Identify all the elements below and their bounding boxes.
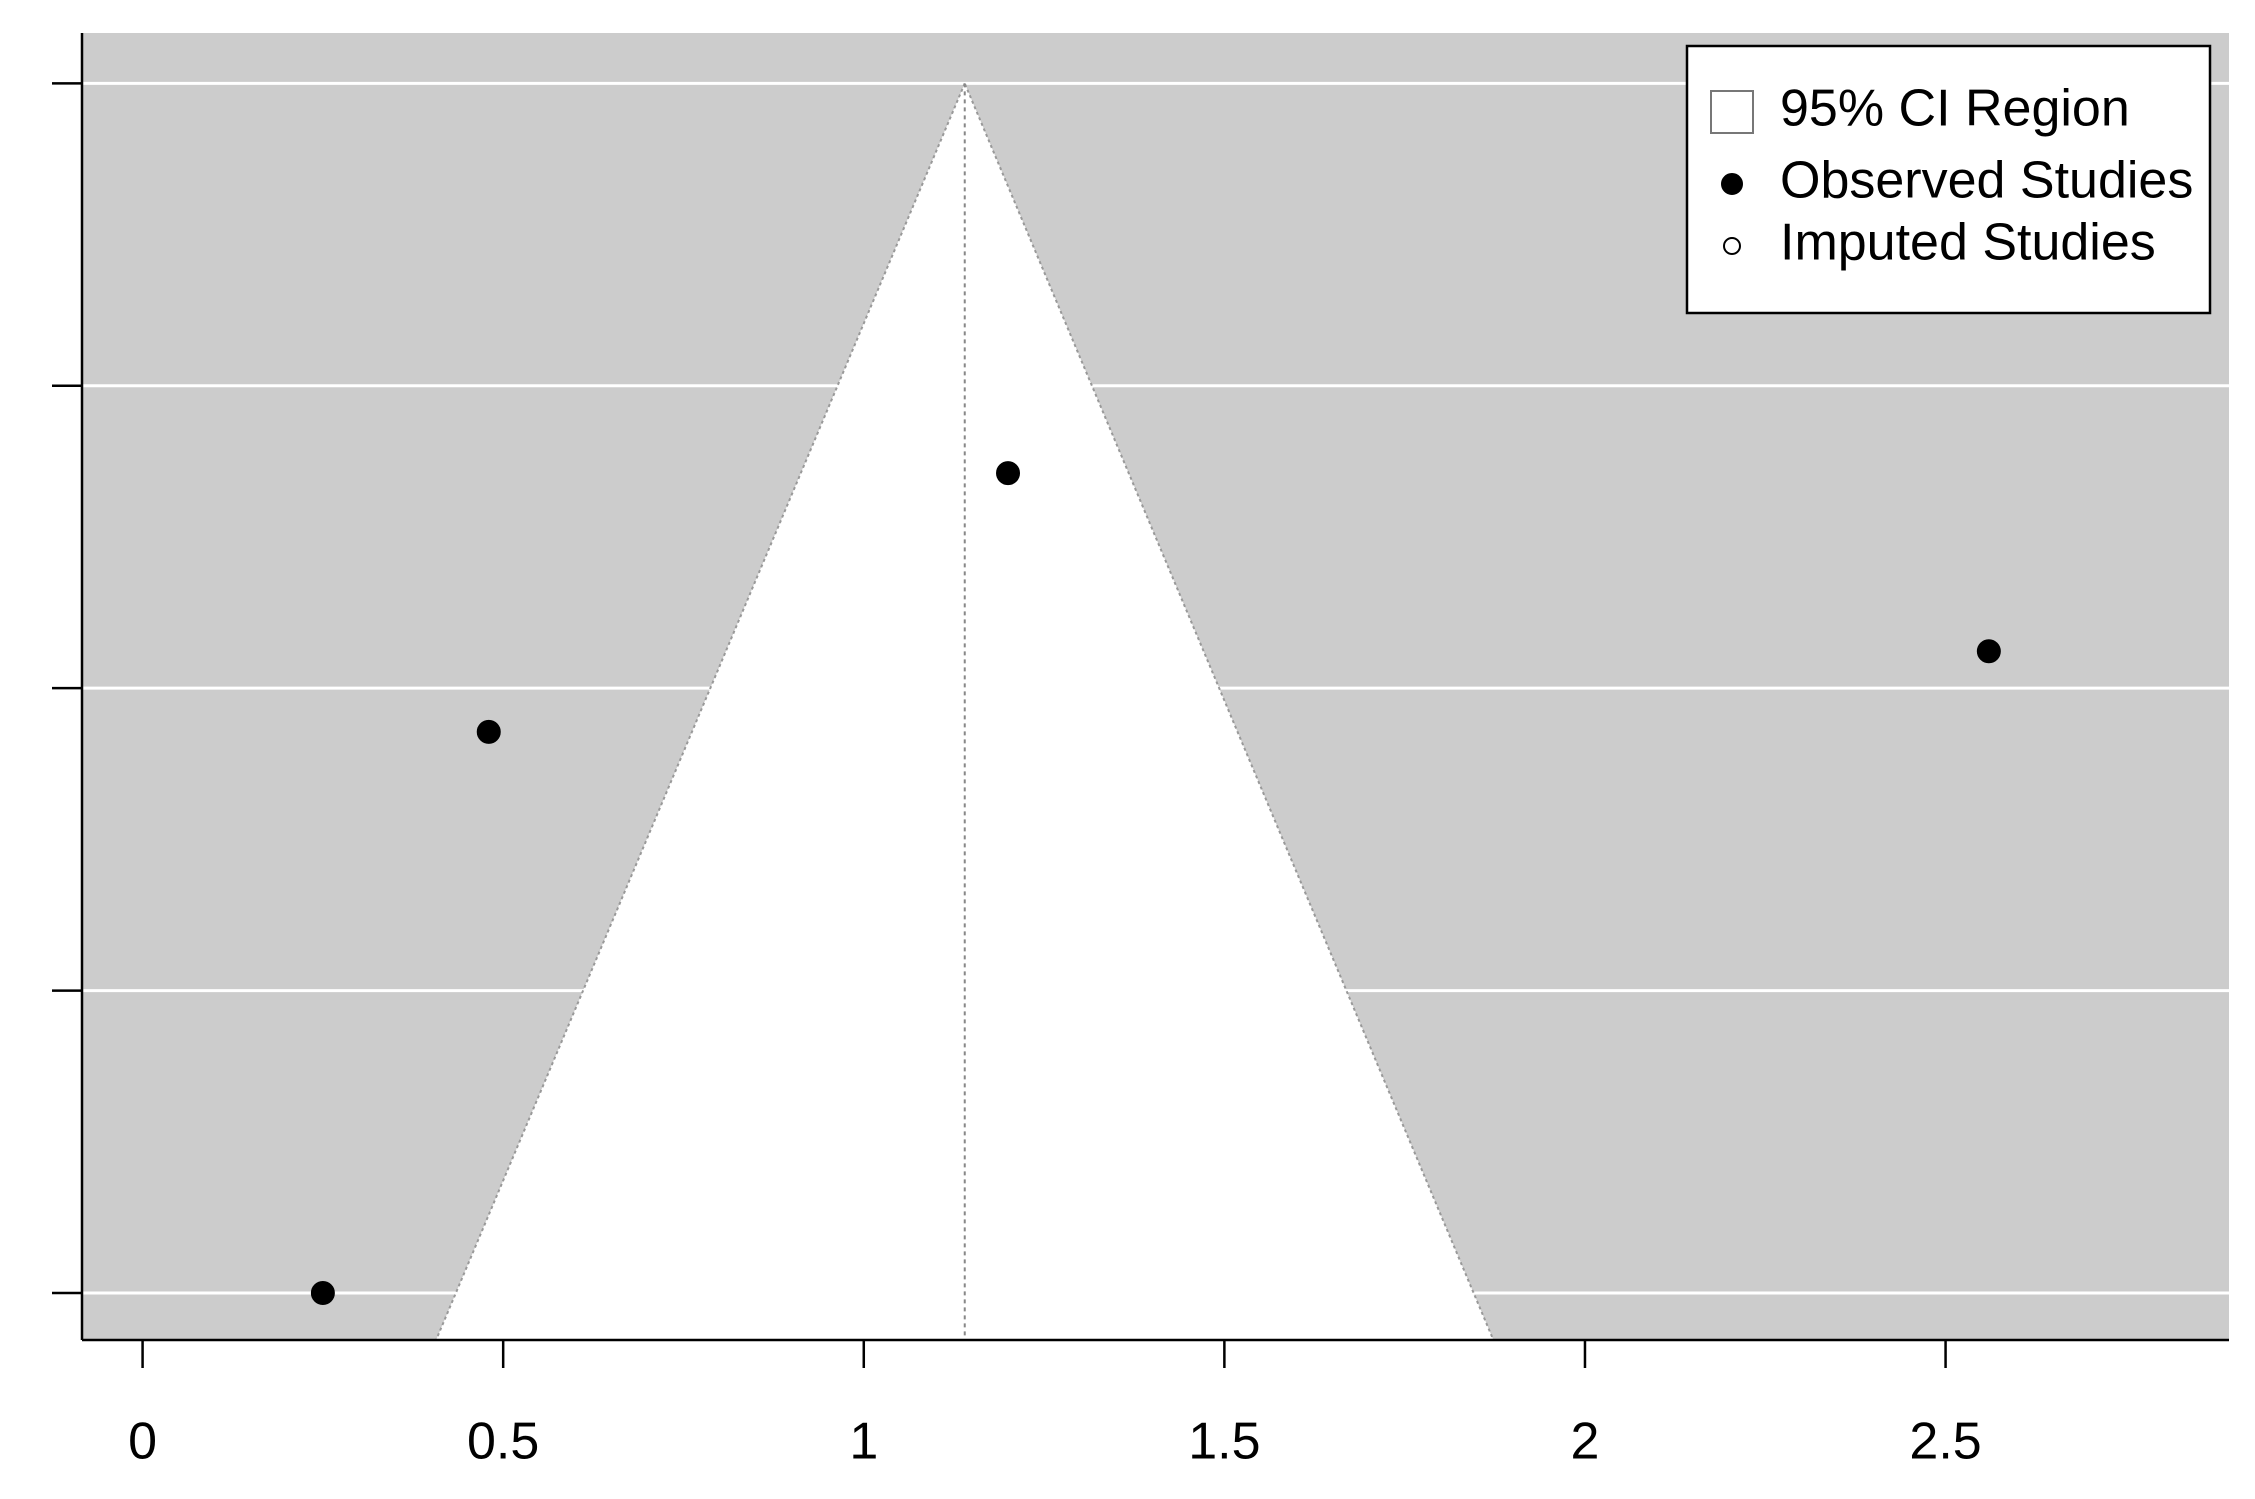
legend-label: Imputed Studies <box>1780 214 2156 272</box>
x-tick-label: 2 <box>1571 1413 1600 1471</box>
x-tick-label: 0 <box>128 1413 157 1471</box>
study-point <box>476 719 501 744</box>
x-tick-label: 2.5 <box>1909 1413 1981 1471</box>
x-tick-label: 1 <box>849 1413 878 1471</box>
ci-region <box>434 80 1495 1340</box>
study-point <box>996 461 1021 486</box>
legend-marker <box>1723 237 1741 255</box>
legend-marker <box>1721 173 1743 195</box>
plot-area <box>82 80 2229 1340</box>
legend-swatch <box>1710 90 1754 134</box>
legend-label: 95% CI Region <box>1780 80 2130 138</box>
study-point <box>310 1280 335 1305</box>
legend-label: Observed Studies <box>1780 152 2193 210</box>
legend-box <box>1685 44 2212 315</box>
study-point <box>1976 639 2001 664</box>
x-tick-label: 0.5 <box>467 1413 539 1471</box>
x-tick-label: 1.5 <box>1188 1413 1260 1471</box>
